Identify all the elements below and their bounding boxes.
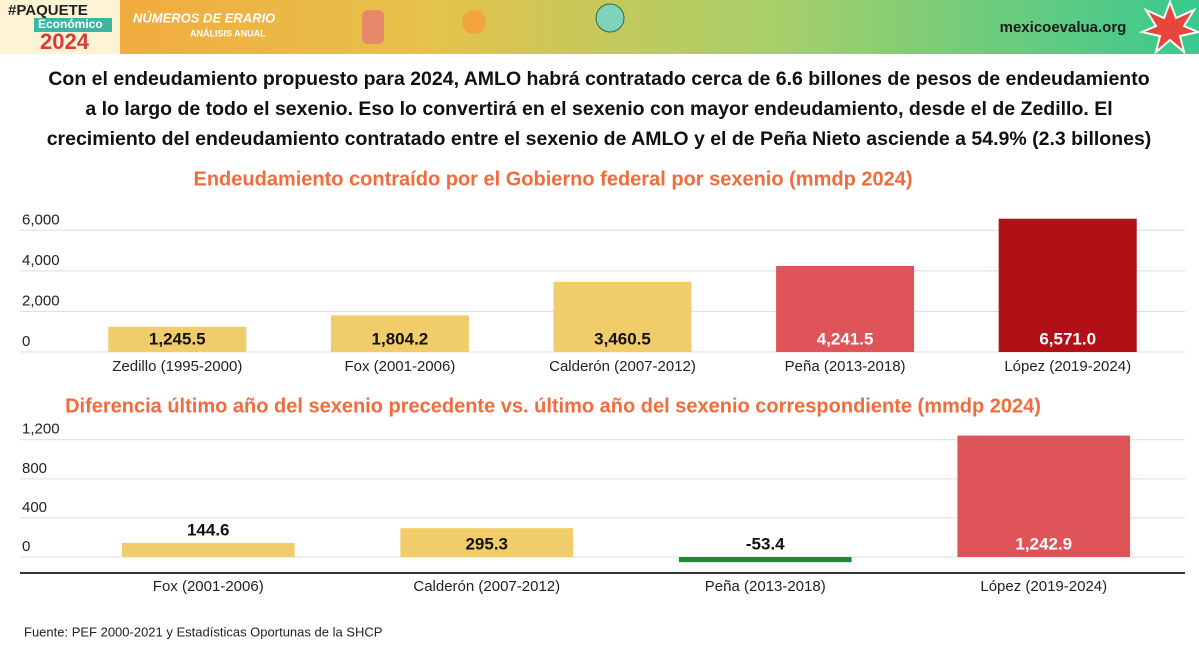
icon: [595, 3, 625, 33]
y-tick-label: 6,000: [22, 211, 60, 228]
x-tick-label: López (2019-2024): [980, 578, 1107, 595]
x-tick-label: Peña (2013-2018): [705, 578, 826, 595]
y-tick-label: 1,200: [22, 421, 60, 438]
x-tick-label: Peña (2013-2018): [785, 358, 906, 375]
bar: [553, 281, 692, 352]
value-label: 1,804.2: [372, 329, 429, 348]
badge-mid-bg: [34, 18, 112, 32]
bar: [957, 435, 1131, 557]
y-tick-label: 0: [22, 538, 30, 555]
y-tick-label: 4,000: [22, 252, 60, 269]
bar: [330, 315, 469, 352]
bar: [998, 218, 1137, 352]
bar: [108, 326, 247, 352]
headline: Con el endeudamiento propuesto para 2024…: [48, 68, 1149, 90]
value-label: 144.6: [187, 520, 230, 539]
x-tick-label: López (2019-2024): [1004, 358, 1131, 375]
series-sub: ANÁLISIS ANUAL: [190, 28, 266, 38]
bar: [678, 556, 852, 563]
icon: [462, 10, 486, 34]
headline: a lo largo de todo el sexenio. Eso lo co…: [85, 98, 1112, 120]
logo-star: [1138, 0, 1199, 55]
x-tick-label: Fox (2001-2006): [344, 358, 455, 375]
series-name: NÚMEROS DE ERARIO: [133, 10, 275, 25]
value-label: 4,241.5: [817, 329, 874, 348]
value-label: 295.3: [465, 534, 508, 553]
headline: crecimiento del endeudamiento contratado…: [47, 128, 1152, 150]
header: #PAQUETE Económico 2024 NÚMEROS DE ERARI…: [0, 0, 1199, 55]
value-label: 6,571.0: [1039, 329, 1096, 348]
y-tick-label: 2,000: [22, 292, 60, 309]
x-tick-label: Calderón (2007-2012): [549, 358, 696, 375]
site: mexicoevalua.org: [1000, 19, 1127, 36]
chart-title: Diferencia último año del sexenio preced…: [65, 395, 1041, 417]
badge-top: #PAQUETE: [8, 2, 88, 19]
icon: [362, 10, 384, 44]
source: Fuente: PEF 2000-2021 y Estadísticas Opo…: [24, 624, 382, 639]
value-label: -53.4: [746, 534, 785, 553]
x-tick-label: Fox (2001-2006): [153, 578, 264, 595]
y-tick-label: 0: [22, 333, 30, 350]
badge-year: 2024: [40, 29, 90, 54]
y-tick-label: 400: [22, 499, 47, 516]
chart-title: Endeudamiento contraído por el Gobierno …: [193, 168, 912, 190]
bar: [121, 542, 295, 557]
bar: [776, 265, 915, 352]
bar: [400, 528, 574, 557]
y-tick-label: 800: [22, 460, 47, 477]
value-label: 3,460.5: [594, 329, 651, 348]
x-tick-label: Zedillo (1995-2000): [112, 358, 242, 375]
value-label: 1,245.5: [149, 329, 206, 348]
x-tick-label: Calderón (2007-2012): [413, 578, 560, 595]
value-label: 1,242.9: [1015, 534, 1072, 553]
badge-mid: Económico: [38, 17, 103, 31]
